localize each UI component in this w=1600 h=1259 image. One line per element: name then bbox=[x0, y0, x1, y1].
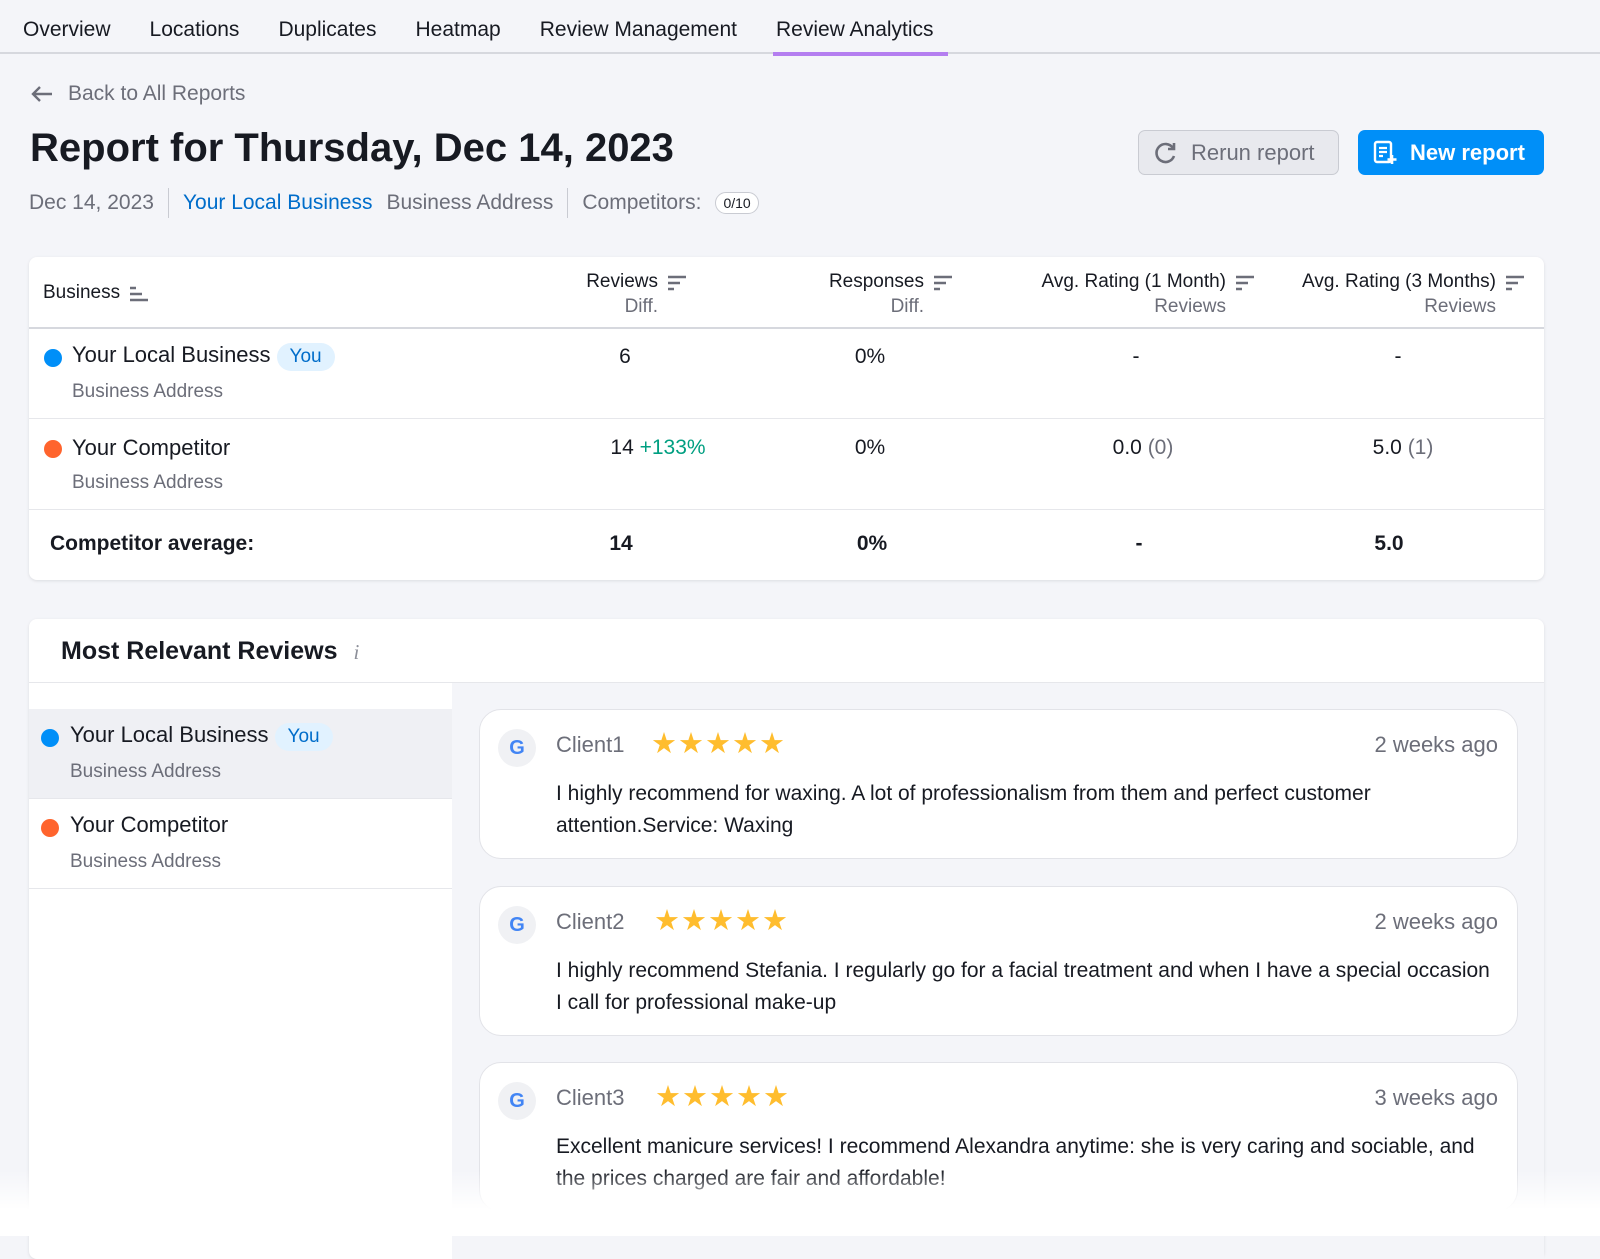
reviews-value: 6 bbox=[619, 345, 631, 368]
business-list: Your Local Business You Business Address … bbox=[29, 683, 452, 1259]
report-date: Dec 14, 2023 bbox=[29, 191, 154, 214]
business-address: Business Address bbox=[70, 851, 222, 872]
rerun-report-button[interactable]: Rerun report bbox=[1138, 130, 1339, 175]
page-title: Report for Thursday, Dec 14, 2023 bbox=[30, 126, 674, 170]
google-icon: G bbox=[498, 1082, 536, 1120]
average-avg3: 5.0 bbox=[1374, 532, 1404, 555]
average-label: Competitor average: bbox=[50, 532, 255, 555]
reviews-diff: +133% bbox=[639, 436, 706, 459]
nav-tabs: Overview Locations Duplicates Heatmap Re… bbox=[0, 0, 1600, 56]
header-divider bbox=[29, 327, 1544, 329]
business-address: Business Address bbox=[72, 472, 224, 493]
business-name: Your Competitor bbox=[70, 812, 229, 837]
business-color-dot bbox=[41, 729, 59, 747]
tab-review-analytics[interactable]: Review Analytics bbox=[772, 0, 948, 56]
you-badge: You bbox=[274, 723, 333, 751]
review-time: 2 weeks ago bbox=[1374, 909, 1498, 934]
review-time: 2 weeks ago bbox=[1374, 732, 1498, 757]
sort-icon bbox=[668, 275, 686, 291]
tab-overview[interactable]: Overview bbox=[23, 18, 111, 41]
responses-value: 0% bbox=[854, 436, 886, 459]
comparison-table: Business Reviews Diff. Responses Diff. Avg… bbox=[29, 257, 1544, 580]
column-business[interactable]: Business bbox=[43, 280, 150, 305]
business-address: Business Address bbox=[386, 191, 554, 214]
sort-icon bbox=[130, 286, 149, 302]
average-reviews: 14 bbox=[609, 532, 633, 555]
you-badge: You bbox=[276, 343, 335, 371]
list-item[interactable]: Your Local Business You Business Address bbox=[29, 709, 452, 799]
list-item[interactable]: Your Competitor Business Address bbox=[29, 799, 452, 889]
review-text: I highly recommend for waxing. A lot of … bbox=[556, 782, 1371, 837]
avg3-value: - bbox=[1394, 345, 1402, 368]
competitors-count-badge: 0/10 bbox=[715, 192, 759, 214]
review-card: G Client2 ★★★★★ 2 weeks ago I highly rec… bbox=[479, 886, 1518, 1036]
business-name: Your Competitor bbox=[72, 435, 231, 460]
back-link[interactable]: Back to All Reports bbox=[30, 82, 245, 106]
business-color-dot bbox=[41, 819, 59, 837]
rerun-label: Rerun report bbox=[1191, 139, 1315, 165]
average-avg1: - bbox=[1135, 532, 1143, 555]
divider bbox=[567, 188, 569, 218]
scroll-fade bbox=[0, 1170, 1600, 1236]
review-time: 3 weeks ago bbox=[1374, 1085, 1498, 1110]
tab-locations[interactable]: Locations bbox=[149, 18, 240, 41]
new-report-icon bbox=[1373, 140, 1397, 164]
star-rating: ★★★★★ bbox=[655, 1079, 790, 1113]
responses-value: 0% bbox=[854, 345, 886, 368]
tab-duplicates[interactable]: Duplicates bbox=[278, 18, 377, 41]
business-color-dot bbox=[44, 440, 62, 458]
arrow-left-icon bbox=[31, 86, 52, 102]
avg1-value: 0.0 bbox=[1112, 436, 1142, 459]
column-avg-1-month[interactable]: Avg. Rating (1 Month) Reviews bbox=[1042, 269, 1256, 319]
sort-icon bbox=[934, 275, 952, 291]
business-address: Business Address bbox=[70, 761, 222, 782]
business-name: Your Local Business bbox=[72, 342, 271, 367]
avg1-value: - bbox=[1132, 345, 1140, 368]
section-header: Most Relevant Reviews i bbox=[61, 637, 359, 666]
report-meta: Dec 14, 2023 Your Local Business Busines… bbox=[29, 188, 759, 218]
avg3-count: (1) bbox=[1407, 436, 1434, 459]
avg3-value: 5.0 bbox=[1372, 436, 1402, 459]
most-relevant-reviews: Most Relevant Reviews i Your Local Busin… bbox=[29, 619, 1544, 1259]
refresh-icon bbox=[1155, 142, 1176, 163]
star-rating: ★★★★★ bbox=[654, 903, 789, 937]
section-title: Most Relevant Reviews bbox=[61, 637, 338, 665]
column-reviews[interactable]: Reviews Diff. bbox=[586, 269, 688, 319]
new-report-label: New report bbox=[1410, 139, 1525, 165]
tab-heatmap[interactable]: Heatmap bbox=[415, 18, 501, 41]
info-icon[interactable]: i bbox=[353, 640, 360, 664]
review-card: G Client1 ★★★★★ 2 weeks ago I highly rec… bbox=[479, 709, 1518, 859]
tab-review-management[interactable]: Review Management bbox=[539, 18, 737, 41]
competitors-label: Competitors: bbox=[582, 191, 702, 214]
business-name: Your Local Business bbox=[70, 722, 269, 747]
avg1-count: (0) bbox=[1147, 436, 1174, 459]
average-responses: 0% bbox=[856, 532, 888, 555]
google-icon: G bbox=[498, 729, 536, 767]
reviewer-name: Client2 bbox=[556, 909, 625, 934]
business-address: Business Address bbox=[72, 381, 224, 402]
review-text: I highly recommend Stefania. I regularly… bbox=[556, 959, 1490, 1014]
google-icon: G bbox=[498, 906, 536, 944]
row-divider bbox=[29, 509, 1544, 510]
reviewer-name: Client1 bbox=[556, 732, 625, 757]
sort-icon bbox=[1236, 275, 1254, 291]
back-label: Back to All Reports bbox=[68, 82, 246, 105]
sort-icon bbox=[1506, 275, 1524, 291]
reviews-value: 14 bbox=[610, 436, 634, 459]
column-avg-3-months[interactable]: Avg. Rating (3 Months) Reviews bbox=[1302, 269, 1526, 319]
column-responses[interactable]: Responses Diff. bbox=[829, 269, 954, 319]
new-report-button[interactable]: New report bbox=[1358, 130, 1544, 175]
reviewer-name: Client3 bbox=[556, 1085, 625, 1110]
star-rating: ★★★★★ bbox=[651, 726, 786, 760]
divider bbox=[167, 188, 169, 218]
business-color-dot bbox=[44, 349, 62, 367]
row-divider bbox=[29, 418, 1544, 419]
business-link[interactable]: Your Local Business bbox=[182, 191, 373, 214]
